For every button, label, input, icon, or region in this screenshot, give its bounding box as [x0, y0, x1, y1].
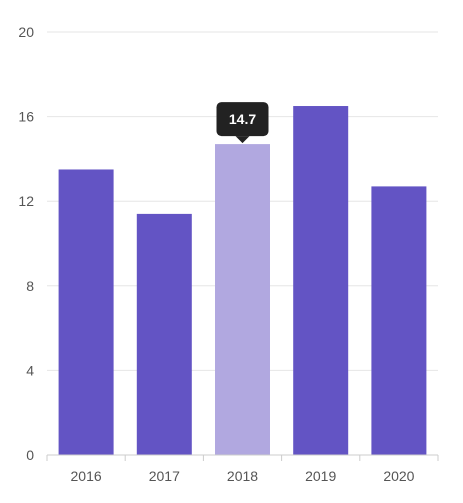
- x-tick-label: 2017: [149, 468, 180, 484]
- y-tick-label: 0: [26, 447, 34, 463]
- x-tick-label: 2016: [71, 468, 102, 484]
- bar-2020[interactable]: [371, 186, 427, 455]
- bar-2017[interactable]: [136, 213, 192, 455]
- tooltip-pointer: [235, 136, 250, 144]
- x-tick-label: 2018: [227, 468, 258, 484]
- y-tick-label: 4: [26, 362, 34, 378]
- y-tick-label: 20: [18, 24, 34, 40]
- bar-2016[interactable]: [58, 169, 114, 455]
- bar-2019[interactable]: [293, 106, 349, 456]
- x-tick-label: 2019: [305, 468, 336, 484]
- y-tick-label: 12: [18, 193, 34, 209]
- y-tick-label: 8: [26, 278, 34, 294]
- bar-2018[interactable]: [215, 144, 270, 455]
- tooltip-box: [216, 102, 269, 137]
- x-tick-label: 2020: [383, 468, 414, 484]
- y-tick-label: 16: [18, 109, 34, 125]
- tooltip-value: 14.7: [229, 111, 256, 127]
